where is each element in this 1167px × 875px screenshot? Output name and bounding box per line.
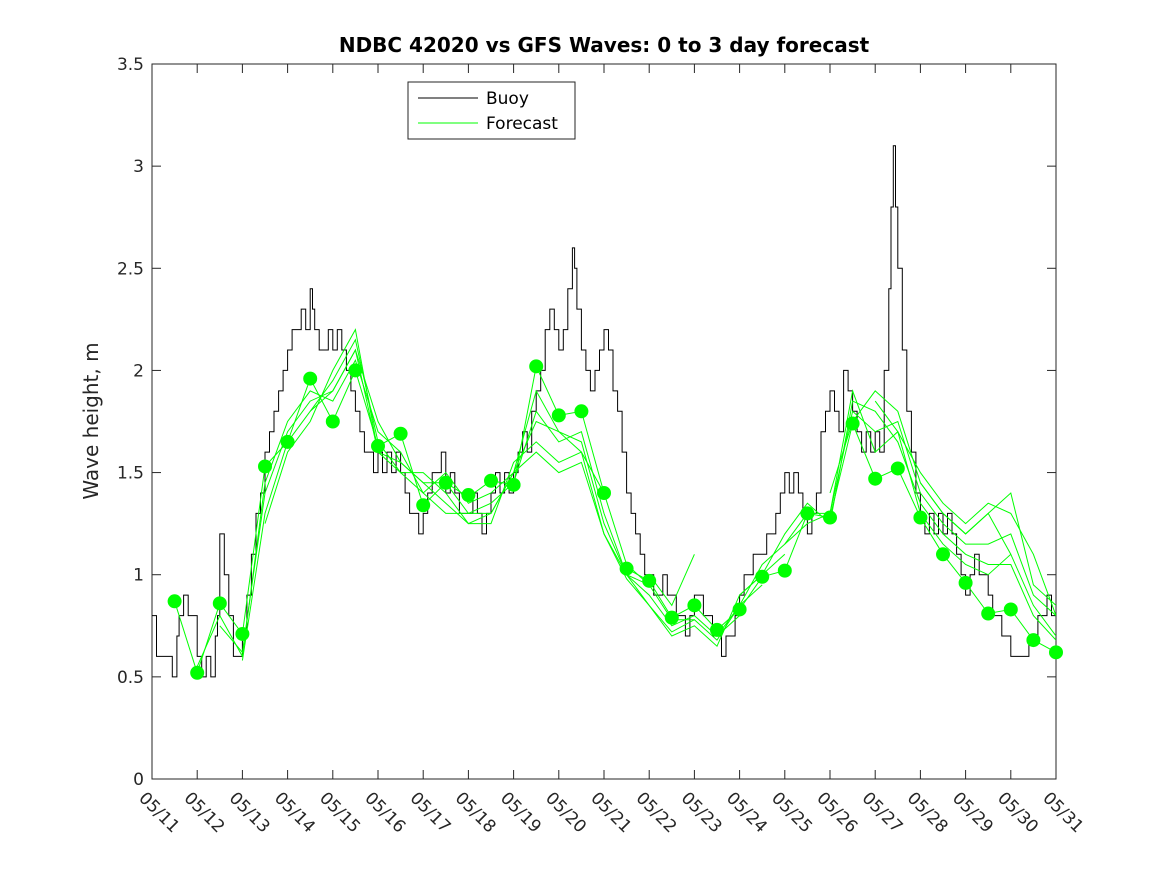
x-tick-label: 05/16 [360,788,409,837]
x-tick-label: 05/26 [812,788,861,837]
y-tick-label: 1 [133,566,144,586]
forecast-marker [890,461,905,476]
x-tick-label: 05/22 [632,788,681,837]
forecast-marker [1049,645,1063,660]
forecast-series-line-2 [219,348,695,654]
forecast-series-line-0 [174,364,605,675]
forecast-marker [755,569,770,584]
plot-area: 00.511.522.533.505/1105/1205/1305/1405/1… [117,55,1087,837]
forecast-marker [823,510,837,525]
buoy-series-line [152,145,1056,678]
forecast-marker [393,426,408,441]
forecast-marker [1026,633,1041,648]
x-tick-label: 05/31 [1038,788,1087,837]
x-tick-label: 05/28 [903,788,952,837]
y-tick-label: 0 [133,770,144,790]
forecast-marker [800,506,815,521]
forecast-marker [551,408,566,423]
forecast-marker [664,610,679,625]
y-tick-label: 2.5 [117,259,144,279]
x-tick-label: 05/23 [677,788,726,837]
forecast-marker [777,563,792,578]
y-tick-label: 0.5 [117,668,144,688]
forecast-marker [280,434,295,449]
forecast-marker [574,404,589,419]
forecast-marker [710,622,724,637]
x-tick-label: 05/19 [496,788,545,837]
forecast-marker [303,371,318,386]
y-tick-label: 3 [133,157,144,177]
x-tick-label: 05/30 [993,788,1042,837]
forecast-series-line-7 [648,554,695,607]
y-axis-label: Wave height, m [79,342,103,499]
forecast-marker [529,359,544,374]
forecast-marker [416,498,431,513]
forecast-series-line-4 [264,328,763,641]
forecast-marker [167,594,182,609]
forecast-marker [958,575,973,590]
forecast-marker [212,596,227,611]
forecast-marker [371,439,385,454]
x-tick-label: 05/21 [586,788,635,837]
forecast-marker [936,547,950,562]
x-tick-label: 05/18 [451,788,500,837]
chart-title: NDBC 42020 vs GFS Waves: 0 to 3 day fore… [339,33,870,57]
forecast-marker [597,486,611,500]
forecast-marker [913,510,928,525]
y-tick-label: 2 [133,361,144,381]
x-tick-label: 05/12 [180,788,229,837]
forecast-marker [981,606,996,621]
x-tick-label: 05/25 [767,788,816,837]
forecast-marker [235,626,250,641]
legend-box [407,81,576,140]
forecast-series-line-12 [874,400,1056,616]
legend: Buoy Forecast [407,81,576,140]
forecast-marker [732,602,747,617]
x-tick-label: 05/14 [270,788,319,837]
y-tick-label: 3.5 [117,55,144,75]
forecast-marker [868,471,883,486]
x-tick-label: 05/24 [722,788,771,837]
forecast-marker [642,573,657,588]
forecast-series-line-13 [919,482,1012,555]
forecast-marker [1003,602,1018,617]
forecast-marker [461,488,476,503]
legend-forecast-label: Forecast [486,114,558,134]
x-tick-label: 05/15 [315,788,364,837]
forecast-marker [348,363,363,378]
forecast-marker [438,475,453,490]
forecast-series-line-5 [309,348,786,648]
y-tick-label: 1.5 [117,464,144,484]
forecast-marker [258,459,272,474]
forecast-marker [506,477,521,492]
x-tick-label: 05/17 [406,788,455,837]
x-tick-label: 05/13 [225,788,274,837]
x-tick-label: 05/11 [134,788,183,837]
legend-buoy-label: Buoy [486,89,529,109]
forecast-series-line-9 [739,400,1056,641]
x-tick-label: 05/27 [858,788,907,837]
forecast-marker [484,473,498,488]
forecast-marker [190,665,205,680]
forecast-marker [845,416,860,431]
forecast-marker [325,414,340,429]
forecast-marker [687,598,702,613]
x-tick-label: 05/20 [541,788,590,837]
x-tick-label: 05/29 [948,788,997,837]
forecast-marker [619,561,634,576]
